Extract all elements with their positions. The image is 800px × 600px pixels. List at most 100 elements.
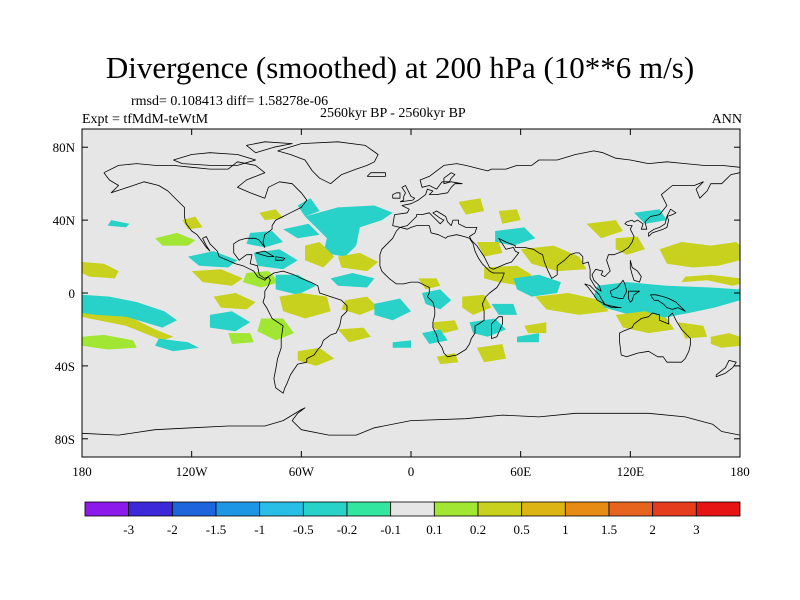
contour-region-29 — [337, 327, 371, 343]
coastline-18 — [275, 256, 286, 261]
colorbar-swatch-7 — [390, 501, 435, 517]
contour-region-31 — [418, 278, 441, 290]
contour-region-9 — [191, 269, 243, 286]
coastline-14 — [399, 185, 416, 203]
y-tick-label-2: 0 — [69, 286, 76, 301]
axis-ticks: 180 120W 60W 0 60E 120E 180 80N 40N 0 40S 80S — [53, 129, 750, 479]
colorbar-swatch-3 — [215, 501, 261, 517]
colorbar-label-5: -0.2 — [337, 522, 358, 537]
coastline-0 — [103, 161, 308, 281]
contour-region-32 — [422, 289, 452, 310]
coastline-11 — [650, 294, 686, 312]
contour-region-36 — [469, 318, 506, 337]
colorbar-swatch-1 — [128, 501, 173, 517]
coastline-layer — [82, 141, 740, 436]
y-tick-label-3: 40S — [55, 359, 75, 374]
contour-region-3 — [82, 334, 137, 350]
chart-title: Divergence (smoothed) at 200 hPa (10**6 … — [105, 50, 695, 85]
contour-region-45 — [476, 242, 503, 257]
contour-region-11 — [209, 311, 251, 332]
coastline-3 — [392, 150, 740, 292]
contour-region-37 — [476, 344, 506, 363]
colorbar-swatch-4 — [259, 501, 304, 517]
contour-region-7 — [155, 232, 196, 246]
contour-region-5 — [107, 220, 130, 228]
contour-region-8 — [188, 251, 238, 268]
colorbar-swatch-11 — [564, 501, 610, 517]
contour-region-50 — [586, 220, 623, 239]
contour-region-56 — [681, 274, 740, 286]
colorbar: -3 -2 -1.5 -1 -0.5 -0.2 -0.1 0.1 0.2 0.5 1 1.5 2 3 — [84, 501, 741, 537]
colorbar-label-7: 0.1 — [426, 522, 442, 537]
contour-region-28 — [374, 298, 411, 321]
contour-region-44 — [495, 227, 536, 246]
coastline-22 — [82, 407, 740, 436]
contour-region-19 — [257, 318, 294, 341]
contour-region-38 — [491, 303, 517, 315]
coastline-17 — [255, 250, 275, 258]
contour-region-43 — [498, 209, 521, 224]
contour-region-26 — [330, 273, 375, 288]
coastline-9 — [609, 279, 628, 299]
contour-region-58 — [710, 333, 740, 348]
contour-region-22 — [297, 198, 320, 217]
colorbar-swatch-9 — [477, 501, 523, 517]
colorbar-swatch-13 — [652, 501, 697, 517]
period-label: 2560kyr BP - 2560kyr BP — [320, 106, 466, 121]
colorbar-label-3: -1 — [254, 522, 265, 537]
colorbar-label-1: -2 — [167, 522, 178, 537]
contour-fill-layer — [82, 198, 740, 366]
coastline-20 — [246, 141, 293, 154]
coastline-19 — [173, 152, 257, 166]
x-tick-label-1: 120W — [176, 464, 209, 479]
coastline-8 — [602, 303, 622, 309]
coastline-10 — [628, 290, 640, 303]
contour-region-0 — [82, 262, 119, 279]
colorbar-label-11: 1.5 — [601, 522, 617, 537]
colorbar-swatch-0 — [84, 501, 130, 517]
contour-region-41 — [517, 333, 539, 343]
colorbar-swatch-8 — [433, 501, 479, 517]
contour-region-57 — [677, 322, 708, 339]
contour-region-2 — [82, 294, 177, 328]
coastline-1 — [262, 270, 348, 394]
contour-region-10 — [213, 293, 256, 310]
coastline-16 — [366, 172, 386, 177]
colorbar-label-4: -0.5 — [293, 522, 314, 537]
colorbar-label-10: 1 — [562, 522, 569, 537]
coastline-6 — [619, 312, 691, 363]
colorbar-label-8: 0.2 — [470, 522, 486, 537]
contour-region-23 — [305, 205, 393, 257]
colorbar-swatch-5 — [302, 501, 348, 517]
contour-region-53 — [659, 242, 740, 268]
colorbar-label-0: -3 — [123, 522, 134, 537]
colorbar-swatch-12 — [608, 501, 654, 517]
contour-region-27 — [341, 296, 379, 315]
contour-region-51 — [615, 236, 645, 255]
colorbar-label-9: 0.5 — [514, 522, 530, 537]
contour-region-42 — [458, 198, 485, 215]
contour-region-17 — [275, 274, 316, 295]
contour-region-24 — [305, 242, 335, 268]
x-tick-label-3: 0 — [408, 464, 415, 479]
colorbar-label-13: 3 — [693, 522, 700, 537]
contour-region-13 — [246, 231, 284, 248]
colorbar-swatch-2 — [171, 501, 217, 517]
colorbar-swatch-10 — [521, 501, 566, 517]
coastline-12 — [629, 260, 642, 283]
stats-label: rmsd= 0.108413 diff= 1.58278e-06 — [131, 94, 329, 109]
colorbar-swatch-6 — [346, 501, 392, 517]
colorbar-label-2: -1.5 — [206, 522, 227, 537]
contour-region-21 — [283, 223, 320, 239]
y-tick-label-1: 40N — [53, 213, 76, 228]
contour-region-48 — [513, 274, 561, 297]
x-tick-label-6: 180 — [730, 464, 750, 479]
coastline-2 — [277, 141, 379, 185]
coastline-7 — [584, 283, 606, 305]
contour-region-4 — [155, 338, 199, 352]
contour-region-49 — [535, 293, 609, 315]
contour-region-34 — [422, 329, 448, 344]
coastline-5 — [490, 316, 503, 339]
coastline-21 — [715, 359, 737, 378]
